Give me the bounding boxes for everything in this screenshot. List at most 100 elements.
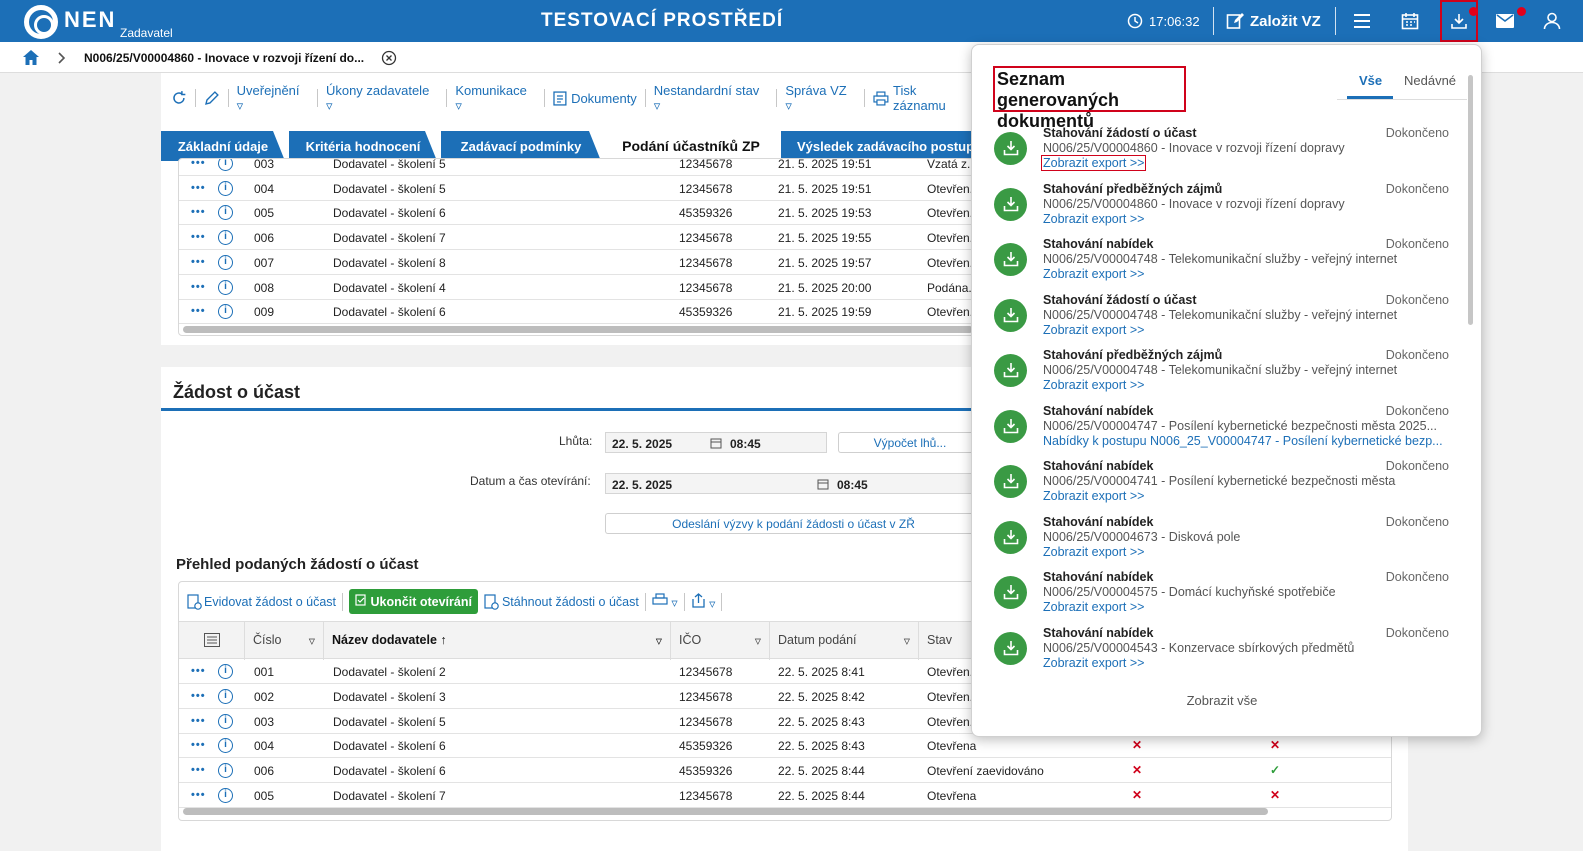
column-header-submission-date[interactable]: Datum podání ▿ (770, 622, 919, 660)
filter-icon[interactable]: ▿ (903, 634, 910, 648)
row-actions-icon[interactable]: ••• (191, 231, 206, 244)
row-info-icon[interactable]: i (218, 159, 233, 171)
close-opening-button[interactable]: Ukončit otevírání (349, 589, 478, 614)
show-export-link[interactable]: Zobrazit export >> (1043, 322, 1145, 337)
send-invitation-button[interactable]: Odeslání výzvy k podání žádosti o účast … (605, 513, 981, 534)
row-info-icon[interactable]: i (218, 763, 233, 779)
register-request-button[interactable]: Evidovat žádost o účast (204, 594, 337, 609)
table-row[interactable]: ••• i 003 Dodavatel - školení 5 12345678 22. … (179, 709, 1391, 734)
row-actions-icon[interactable]: ••• (191, 689, 206, 702)
downloads-button[interactable] (1440, 0, 1478, 42)
column-settings-button[interactable] (179, 622, 245, 660)
horizontal-scrollbar[interactable] (183, 808, 1268, 815)
show-export-link[interactable]: Zobrazit export >> (1043, 655, 1145, 670)
column-header-ico[interactable]: IČO ▿ (671, 622, 770, 660)
opening-datetime-field[interactable]: 22. 5. 2025 08:45 (605, 473, 981, 494)
tab-participant-submissions[interactable]: Podání účastníků ZP (605, 131, 777, 161)
calculate-deadline-button[interactable]: Výpočet lhů... (838, 432, 981, 453)
calendar-icon[interactable] (710, 437, 722, 449)
tab-evaluation-criteria[interactable]: Kritéria hodnocení (289, 131, 437, 161)
row-info-icon[interactable]: i (218, 180, 233, 196)
horizontal-scrollbar[interactable] (183, 326, 973, 333)
refresh-icon[interactable] (171, 90, 187, 106)
close-circle-icon[interactable] (381, 50, 397, 66)
row-info-icon[interactable]: i (218, 664, 233, 679)
download-requests-button[interactable]: Stáhnout žádosti o účast (501, 594, 639, 609)
row-actions-icon[interactable]: ••• (191, 764, 206, 777)
tab-tender-conditions[interactable]: Zadávací podmínky (441, 131, 601, 161)
show-export-link[interactable]: Zobrazit export >> (1041, 155, 1147, 171)
row-info-icon[interactable]: i (218, 279, 233, 295)
deadline-datetime-field[interactable]: 22. 5. 2025 08:45 (605, 432, 827, 453)
table-row[interactable]: ••• i 006 Dodavatel - školení 7 12345678 21. … (179, 225, 977, 251)
table-row[interactable]: ••• i 008 Dodavatel - školení 4 12345678 21. … (179, 275, 977, 300)
export-dropdown-button[interactable]: ▿ (691, 592, 715, 611)
show-export-link[interactable]: Nabídky k postupu N006_25_V00004747 - Po… (1043, 433, 1443, 448)
row-info-icon[interactable]: i (218, 230, 233, 246)
home-icon[interactable] (22, 49, 40, 66)
menu-button[interactable] (1353, 0, 1371, 42)
row-info-icon[interactable]: i (218, 304, 233, 320)
table-row[interactable]: ••• i 003 Dodavatel - školení 5 12345678 21. … (179, 158, 977, 176)
tab-procedure-result[interactable]: Výsledek zadávacího postupu (781, 131, 991, 161)
filter-icon[interactable]: ▿ (754, 634, 761, 648)
column-header-supplier-name[interactable]: Název dodavatele ↑ ▿ (324, 622, 671, 660)
show-export-link[interactable]: Zobrazit export >> (1043, 600, 1145, 614)
table-row[interactable]: ••• i 001 Dodavatel - školení 2 12345678 22. … (179, 659, 1391, 684)
print-dropdown-button[interactable]: ▿ (652, 593, 678, 610)
messages-button[interactable] (1496, 0, 1514, 42)
column-header-state[interactable]: Stav (919, 622, 1391, 660)
show-all-link[interactable]: Zobrazit vše (1186, 693, 1258, 708)
row-actions-icon[interactable]: ••• (191, 255, 206, 268)
table-row[interactable]: ••• i 005 Dodavatel - školení 7 12345678 22. … (179, 783, 1391, 808)
calendar-button[interactable] (1401, 0, 1419, 42)
menu-print-record[interactable]: Tisk záznamu (893, 83, 946, 113)
show-export-link[interactable]: Zobrazit export >> (1043, 267, 1145, 281)
menu-communication[interactable]: Komunikace ▿ (455, 82, 527, 113)
row-actions-icon[interactable]: ••• (191, 181, 206, 194)
panel-tab-recent[interactable]: Nedávné (1404, 73, 1457, 88)
table-row[interactable]: ••• i 002 Dodavatel - školení 3 12345678 22. … (179, 684, 1391, 709)
filter-icon[interactable]: ▿ (308, 634, 315, 648)
create-tender-button[interactable]: Založit VZ (1226, 0, 1321, 42)
table-row[interactable]: ••• i 006 Dodavatel - školení 6 45359326 22. … (179, 758, 1391, 784)
row-actions-icon[interactable]: ••• (191, 206, 206, 219)
row-actions-icon[interactable]: ••• (191, 739, 206, 752)
panel-scrollbar[interactable] (1468, 75, 1473, 325)
tab-basic-info[interactable]: Základní údaje (161, 131, 285, 161)
calendar-icon[interactable] (817, 478, 829, 490)
row-actions-icon[interactable]: ••• (191, 280, 206, 293)
table-row[interactable]: ••• i 005 Dodavatel - školení 6 45359326 21. … (179, 200, 977, 226)
breadcrumb-current[interactable]: N006/25/V00004860 - Inovace v rozvoji ří… (84, 51, 365, 65)
menu-publication[interactable]: Uveřejnění ▿ (236, 82, 300, 113)
table-row[interactable]: ••• i 007 Dodavatel - školení 8 12345678 21. … (179, 250, 977, 275)
row-info-icon[interactable]: i (218, 254, 233, 270)
show-export-link[interactable]: Zobrazit export >> (1043, 211, 1145, 226)
table-row[interactable]: ••• i 004 Dodavatel - školení 6 45359326 22. … (179, 733, 1391, 759)
table-row[interactable]: ••• i 004 Dodavatel - školení 5 12345678 21. … (179, 176, 977, 201)
show-export-link[interactable]: Zobrazit export >> (1043, 378, 1145, 392)
row-info-icon[interactable]: i (218, 205, 233, 221)
filter-icon[interactable]: ▿ (655, 634, 662, 648)
show-export-link[interactable]: Zobrazit export >> (1043, 544, 1145, 559)
table-row[interactable]: ••• i 009 Dodavatel - školení 6 45359326 21. … (179, 299, 977, 325)
row-info-icon[interactable]: i (218, 788, 233, 803)
menu-contracting-authority-actions[interactable]: Úkony zadavatele ▿ (325, 82, 430, 113)
row-actions-icon[interactable]: ••• (191, 789, 206, 801)
row-actions-icon[interactable]: ••• (191, 158, 206, 169)
row-info-icon[interactable]: i (218, 713, 233, 729)
edit-pencil-icon[interactable] (204, 90, 220, 106)
user-profile-button[interactable] (1543, 0, 1561, 42)
menu-tender-management[interactable]: Správa VZ ▿ (785, 82, 847, 113)
menu-documents[interactable]: Dokumenty (571, 90, 637, 106)
column-header-number[interactable]: Číslo ▿ (245, 622, 324, 660)
panel-tab-all[interactable]: Vše (1359, 73, 1383, 88)
show-export-link[interactable]: Zobrazit export >> (1043, 489, 1145, 503)
row-actions-icon[interactable]: ••• (191, 305, 206, 318)
nen-logo-icon[interactable] (24, 5, 58, 39)
menu-nonstandard-state[interactable]: Nestandardní stav ▿ (653, 82, 760, 113)
row-actions-icon[interactable]: ••• (191, 714, 206, 727)
row-info-icon[interactable]: i (218, 688, 233, 704)
row-info-icon[interactable]: i (218, 738, 233, 754)
row-actions-icon[interactable]: ••• (191, 665, 206, 677)
